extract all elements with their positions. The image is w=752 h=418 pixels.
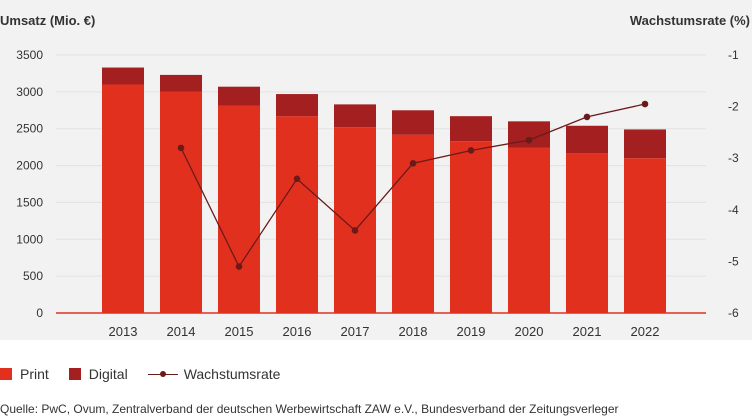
growth-point bbox=[351, 227, 359, 234]
right-axis-title: Wachstumsrate (%) bbox=[629, 13, 750, 28]
legend-item-digital: Digital bbox=[68, 366, 128, 382]
y-tick-label: 1000 bbox=[16, 232, 43, 246]
y2-tick-label: -5 bbox=[728, 254, 739, 268]
y-tick-label: 0 bbox=[36, 306, 43, 320]
bar-digital bbox=[392, 110, 434, 135]
x-tick-label: 2022 bbox=[631, 324, 660, 339]
y-tick-label: 3500 bbox=[16, 48, 43, 62]
growth-point bbox=[409, 160, 417, 167]
legend-label-print: Print bbox=[20, 366, 49, 382]
growth-point bbox=[235, 263, 243, 270]
x-tick-label: 2019 bbox=[457, 324, 486, 339]
y2-tick-label: -6 bbox=[728, 306, 739, 320]
bar-print bbox=[624, 158, 666, 313]
legend-line-growth bbox=[147, 368, 178, 380]
bar-digital bbox=[334, 104, 376, 128]
bar-print bbox=[102, 84, 144, 313]
legend-item-print: Print bbox=[0, 366, 49, 382]
legend: Print Digital Wachstumsrate bbox=[0, 364, 300, 384]
growth-point bbox=[293, 175, 301, 183]
y2-tick-label: -1 bbox=[728, 48, 739, 62]
y-tick-label: 3000 bbox=[16, 85, 43, 99]
x-tick-label: 2014 bbox=[167, 324, 196, 339]
legend-label-growth: Wachstumsrate bbox=[183, 366, 281, 382]
growth-point bbox=[177, 144, 185, 152]
growth-point bbox=[583, 113, 591, 121]
bar-digital bbox=[160, 74, 202, 92]
bar-print bbox=[450, 141, 492, 313]
bar-print bbox=[160, 91, 202, 313]
x-tick-label: 2015 bbox=[225, 324, 254, 339]
bar-print bbox=[566, 153, 608, 313]
left-axis-title: Umsatz (Mio. €) bbox=[0, 13, 96, 28]
bar-digital bbox=[102, 67, 144, 85]
legend-label-digital: Digital bbox=[88, 366, 128, 382]
y2-tick-label: -3 bbox=[728, 151, 739, 165]
x-tick-label: 2018 bbox=[399, 324, 428, 339]
y-tick-label: 2500 bbox=[16, 122, 43, 136]
bar-print bbox=[276, 116, 318, 313]
growth-line bbox=[177, 100, 649, 270]
y2-tick-label: -4 bbox=[728, 203, 739, 217]
growth-point bbox=[525, 136, 533, 144]
y-tick-label: 2000 bbox=[16, 159, 43, 173]
x-tick-label: 2016 bbox=[283, 324, 312, 339]
y-tick-label: 1500 bbox=[16, 195, 43, 209]
bar-digital bbox=[276, 94, 318, 117]
bar-digital bbox=[624, 129, 666, 159]
bar-print bbox=[218, 105, 260, 313]
y2-axis-ticks: -6 -5 -4 -3 -2 -1 bbox=[728, 48, 739, 320]
legend-item-growth: Wachstumsrate bbox=[147, 366, 281, 382]
bar-digital bbox=[566, 125, 608, 154]
x-tick-label: 2017 bbox=[341, 324, 370, 339]
x-tick-label: 2013 bbox=[109, 324, 138, 339]
growth-point bbox=[641, 100, 649, 108]
legend-swatch-print bbox=[0, 368, 12, 380]
y-tick-label: 500 bbox=[23, 269, 43, 283]
bar-digital bbox=[218, 86, 260, 106]
bar-digital bbox=[450, 116, 492, 142]
x-tick-label: 2020 bbox=[515, 324, 544, 339]
bar-print bbox=[508, 147, 550, 313]
bar-print bbox=[334, 127, 376, 314]
legend-swatch-digital bbox=[68, 368, 81, 380]
y-axis-ticks: 0 500 1000 1500 2000 2500 3000 3500 bbox=[16, 48, 43, 320]
source-note: Quelle: PwC, Ovum, Zentralverband der de… bbox=[0, 402, 619, 416]
gridlines bbox=[56, 54, 706, 314]
x-tick-label: 2021 bbox=[573, 324, 602, 339]
x-axis-ticks: 2013 2014 2015 2016 2017 2018 2019 2020 2021 2022 bbox=[109, 324, 660, 339]
growth-point bbox=[467, 147, 475, 154]
y2-tick-label: -2 bbox=[728, 100, 739, 114]
